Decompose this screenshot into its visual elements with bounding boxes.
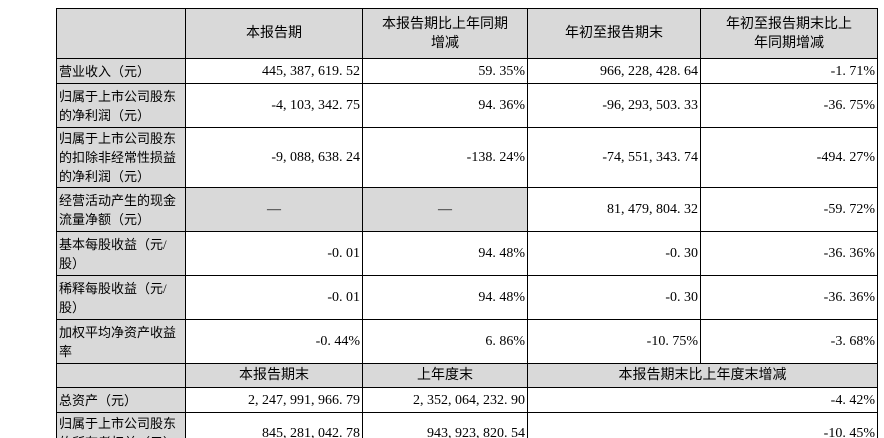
value-cell: -0. 01 [185, 231, 363, 276]
row-label-cell: 基本每股收益（元/股） [56, 231, 186, 276]
row-label-cell: 加权平均净资产收益率 [56, 319, 186, 364]
table-row-net-profit-excl-nonrecurring: 归属于上市公司股东的扣除非经常性损益的净利润（元） -9, 088, 638. … [56, 127, 878, 188]
value-cell: -59. 72% [700, 187, 878, 232]
value-cell: 966, 228, 428. 64 [527, 58, 701, 84]
value-cell: -0. 01 [185, 275, 363, 320]
value-cell: -0. 44% [185, 319, 363, 364]
header-cell-period-end: 本报告期末 [185, 363, 363, 388]
header-cell-empty [56, 8, 186, 59]
table-row-total-assets: 总资产（元） 2, 247, 991, 966. 79 2, 352, 064,… [56, 387, 878, 413]
financial-summary-table: 本报告期 本报告期比上年同期增减 年初至报告期末 年初至报告期末比上年同期增减 … [56, 8, 878, 438]
value-cell: 943, 923, 820. 54 [362, 412, 528, 438]
table-header-row-1: 本报告期 本报告期比上年同期增减 年初至报告期末 年初至报告期末比上年同期增减 [56, 8, 878, 59]
value-cell: 94. 48% [362, 231, 528, 276]
value-cell: -4. 42% [527, 387, 878, 413]
value-cell: -4, 103, 342. 75 [185, 83, 363, 128]
value-cell: 445, 387, 619. 52 [185, 58, 363, 84]
value-cell: -36. 75% [700, 83, 878, 128]
value-cell: 94. 36% [362, 83, 528, 128]
value-cell: -36. 36% [700, 231, 878, 276]
table-row-owners-equity: 归属于上市公司股东的所有者权益（元） 845, 281, 042. 78 943… [56, 412, 878, 438]
value-cell: -10. 45% [527, 412, 878, 438]
table-header-row-2: 本报告期末 上年度末 本报告期末比上年度末增减 [56, 363, 878, 388]
row-label-cell: 归属于上市公司股东的扣除非经常性损益的净利润（元） [56, 127, 186, 188]
table-row-diluted-eps: 稀释每股收益（元/股） -0. 01 94. 48% -0. 30 -36. 3… [56, 275, 878, 320]
value-cell: -494. 27% [700, 127, 878, 188]
header-cell-prior-year-end: 上年度末 [362, 363, 528, 388]
header-cell-ytd-yoy-change: 年初至报告期末比上年同期增减 [700, 8, 878, 59]
header-cell-yoy-change: 本报告期比上年同期增减 [362, 8, 528, 59]
header-text: 年初至报告期末比上年同期增减 [726, 16, 852, 51]
value-cell: 2, 352, 064, 232. 90 [362, 387, 528, 413]
table-row-basic-eps: 基本每股收益（元/股） -0. 01 94. 48% -0. 30 -36. 3… [56, 231, 878, 276]
value-cell: -3. 68% [700, 319, 878, 364]
value-cell: -36. 36% [700, 275, 878, 320]
row-label-cell: 归属于上市公司股东的净利润（元） [56, 83, 186, 128]
row-label-cell: 归属于上市公司股东的所有者权益（元） [56, 412, 186, 438]
value-cell: -0. 30 [527, 275, 701, 320]
value-cell: -1. 71% [700, 58, 878, 84]
table-row-net-profit: 归属于上市公司股东的净利润（元） -4, 103, 342. 75 94. 36… [56, 83, 878, 128]
value-cell: -96, 293, 503. 33 [527, 83, 701, 128]
value-cell-dash: — [362, 187, 528, 232]
row-label-cell: 总资产（元） [56, 387, 186, 413]
value-cell: -10. 75% [527, 319, 701, 364]
value-cell-dash: — [185, 187, 363, 232]
header-text: 本报告期比上年同期增减 [382, 16, 508, 51]
header-cell-current-period: 本报告期 [185, 8, 363, 59]
value-cell: -9, 088, 638. 24 [185, 127, 363, 188]
value-cell: -0. 30 [527, 231, 701, 276]
header-cell-period-end-change: 本报告期末比上年度末增减 [527, 363, 878, 388]
table-row-revenue: 营业收入（元） 445, 387, 619. 52 59. 35% 966, 2… [56, 58, 878, 84]
value-cell: -74, 551, 343. 74 [527, 127, 701, 188]
value-cell: 81, 479, 804. 32 [527, 187, 701, 232]
value-cell: 59. 35% [362, 58, 528, 84]
table-row-weighted-roe: 加权平均净资产收益率 -0. 44% 6. 86% -10. 75% -3. 6… [56, 319, 878, 364]
value-cell: 94. 48% [362, 275, 528, 320]
value-cell: 6. 86% [362, 319, 528, 364]
header-cell-empty [56, 363, 186, 388]
value-cell: 845, 281, 042. 78 [185, 412, 363, 438]
header-cell-ytd: 年初至报告期末 [527, 8, 701, 59]
row-label-cell: 经营活动产生的现金流量净额（元） [56, 187, 186, 232]
row-label-cell: 营业收入（元） [56, 58, 186, 84]
row-label-cell: 稀释每股收益（元/股） [56, 275, 186, 320]
table-row-operating-cash-flow: 经营活动产生的现金流量净额（元） — — 81, 479, 804. 32 -5… [56, 187, 878, 232]
value-cell: -138. 24% [362, 127, 528, 188]
value-cell: 2, 247, 991, 966. 79 [185, 387, 363, 413]
